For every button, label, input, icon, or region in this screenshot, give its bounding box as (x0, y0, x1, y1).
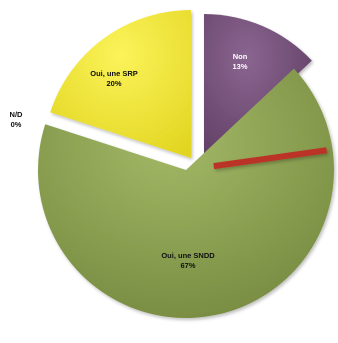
slice-non: Non 13% (204, 14, 312, 162)
slice-sndd: Oui, une SNDD 67% (37, 68, 335, 319)
slice-nd-wedge (213, 147, 328, 170)
slice-non-name: Non (233, 52, 248, 61)
slice-non-value: 13% (232, 62, 247, 71)
slice-nd-name: N/D (10, 110, 24, 119)
slice-non-wedge (204, 14, 312, 162)
slice-srp-name: Oui, une SRP (90, 69, 138, 78)
slice-nd-value: 0% (11, 120, 22, 129)
slice-srp: Oui, une SRP 20% (50, 10, 191, 158)
slice-srp-wedge (50, 10, 191, 158)
slice-sndd-wedge (37, 68, 335, 319)
slice-sndd-name: Oui, une SNDD (161, 251, 215, 260)
slice-nd: N/D 0% (10, 110, 328, 170)
slice-srp-value: 20% (106, 79, 121, 88)
slice-sndd-value: 67% (180, 261, 195, 270)
